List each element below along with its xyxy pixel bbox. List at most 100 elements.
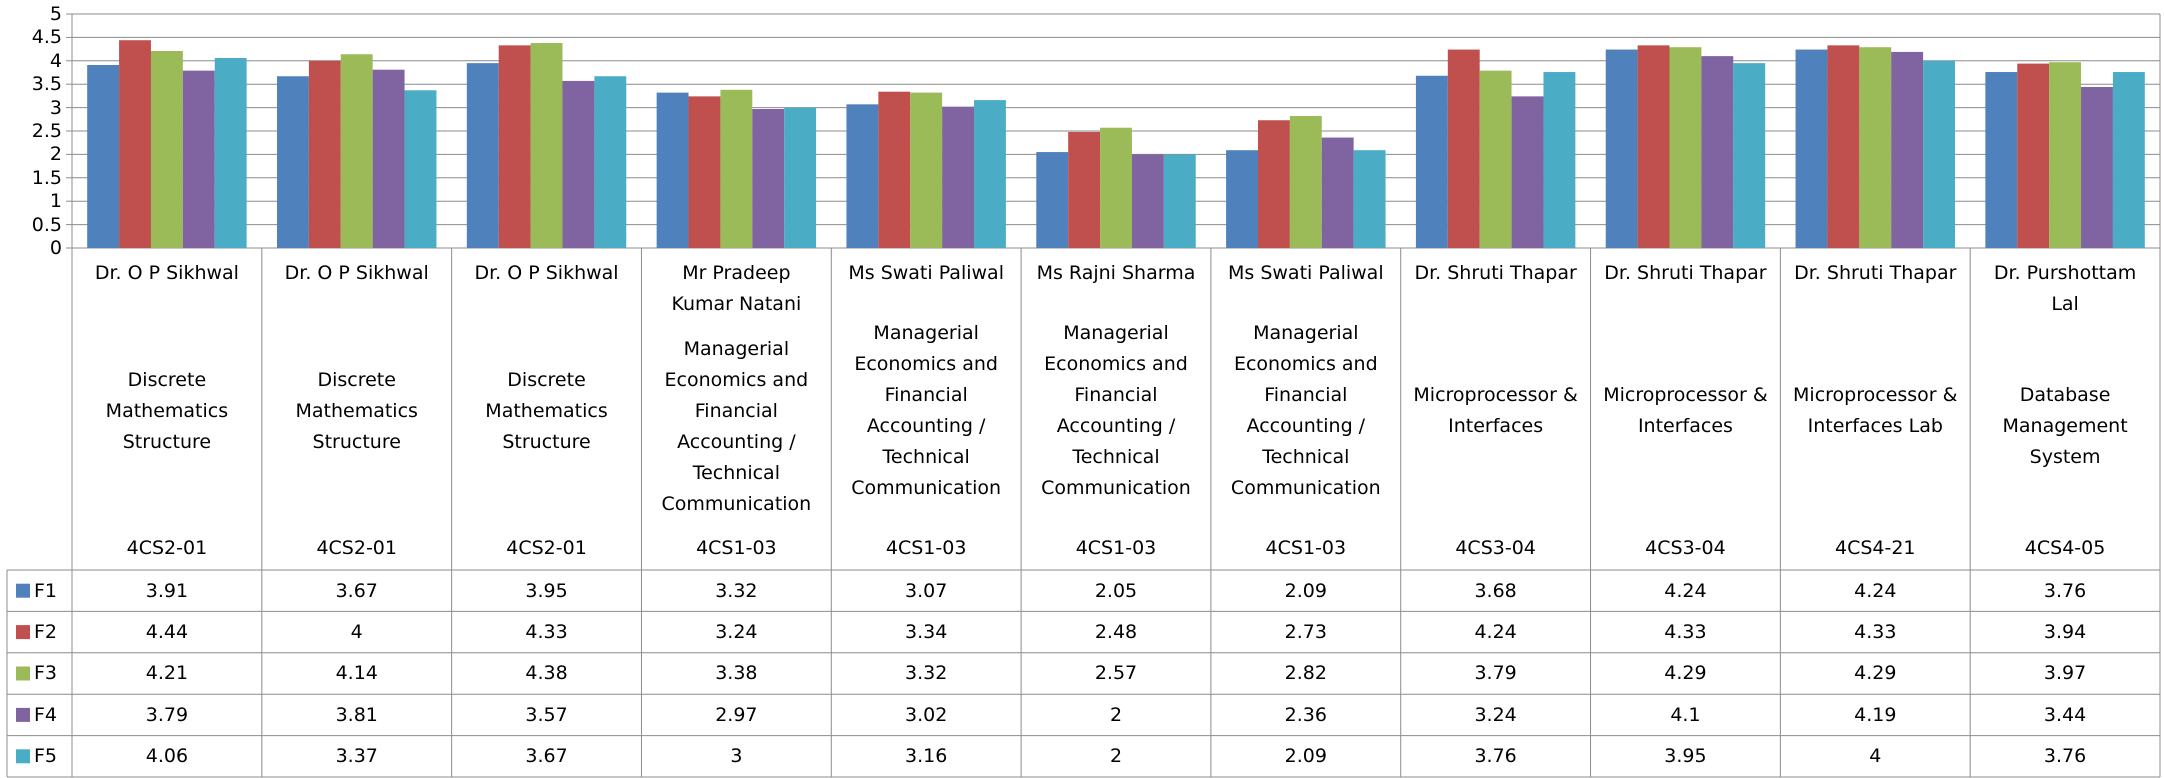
- bar: [1733, 63, 1766, 248]
- table-value: 3.67: [335, 579, 378, 602]
- code-label: 4CS3-04: [1455, 537, 1536, 559]
- table-value: 2.73: [1284, 621, 1327, 644]
- bar: [1447, 49, 1480, 249]
- table-value: 3.91: [145, 579, 189, 602]
- table-value: 3.67: [525, 745, 568, 768]
- bar: [119, 40, 151, 248]
- teacher-label: Dr. Shruti Thapar: [1414, 262, 1577, 284]
- bar: [404, 90, 437, 248]
- table-value: 4.33: [1854, 621, 1897, 644]
- table-value: 4.1: [1670, 703, 1701, 726]
- y-tick-label: 3: [49, 96, 62, 119]
- bar: [910, 92, 943, 249]
- legend-label: F4: [34, 703, 58, 726]
- bar: [1163, 154, 1196, 248]
- table-value: 3.76: [2043, 745, 2087, 768]
- subject-label: Microprocessor & Interfaces Lab: [1793, 384, 1958, 437]
- table-value: 2.57: [1094, 662, 1138, 685]
- table-value: 4: [350, 621, 363, 644]
- bar: [720, 89, 753, 248]
- subject-label: Discrete Mathematics Structure: [105, 368, 229, 453]
- teacher-label: Ms Swati Paliwal: [1228, 262, 1384, 284]
- code-label: 4CS1-03: [885, 537, 967, 559]
- bar: [498, 45, 531, 248]
- bar: [1226, 150, 1258, 248]
- table-value: 2: [1109, 745, 1123, 768]
- table-value: 3.68: [1474, 579, 1517, 602]
- code-label: 4CS2-01: [126, 537, 208, 559]
- bar: [752, 109, 785, 248]
- y-tick-label: 0.5: [31, 213, 62, 236]
- category-label: Dr. Shruti Thapar Microprocessor & Interf…: [1591, 248, 1781, 570]
- table-value: 4.24: [1664, 579, 1707, 602]
- legend-label: F1: [34, 579, 58, 602]
- bar: [214, 57, 247, 248]
- bar: [466, 63, 499, 248]
- subject-label: Discrete Mathematics Structure: [295, 368, 418, 453]
- bar: [1511, 96, 1544, 248]
- code-label: 4CS4-21: [1834, 537, 1916, 559]
- code-label: 4CS2-01: [316, 537, 397, 559]
- bar: [1605, 49, 1638, 249]
- table-value: 3.24: [1474, 703, 1517, 726]
- table-value: 4.06: [145, 745, 189, 768]
- table-value: 2.05: [1094, 579, 1138, 602]
- table-value: 3.97: [2043, 662, 2087, 685]
- bar: [942, 106, 975, 248]
- subject-label: Managerial Economics and Financial Accou…: [851, 322, 1002, 499]
- teacher-label: Dr. Shruti Thapar: [1604, 262, 1767, 284]
- bar: [1068, 131, 1101, 248]
- bar: [1543, 72, 1576, 248]
- bar: [688, 96, 721, 248]
- teacher-label: Ms Rajni Sharma: [1036, 262, 1196, 284]
- bar: [1036, 152, 1069, 248]
- teacher-label: Dr. O P Sikhwal: [94, 262, 239, 284]
- subject-label: Microprocessor & Interfaces: [1603, 384, 1768, 437]
- table-value: 4.21: [145, 662, 189, 685]
- bar: [1479, 70, 1512, 249]
- bar: [1131, 154, 1164, 248]
- bar: [562, 80, 595, 248]
- table-value: 3.16: [905, 745, 948, 768]
- legend-label: F2: [34, 621, 58, 644]
- y-tick-label: 4: [49, 49, 62, 72]
- table-value: 3.44: [2043, 703, 2087, 726]
- code-label: 4CS1-03: [1075, 537, 1157, 559]
- table-value: 2.09: [1284, 745, 1327, 768]
- bar: [1289, 116, 1322, 248]
- bar: [182, 70, 215, 249]
- bar: [1985, 72, 2018, 248]
- table-value: 4.24: [1474, 621, 1517, 644]
- legend-swatch: [16, 707, 30, 722]
- subject-label: Managerial Economics and Financial Accou…: [661, 337, 812, 515]
- code-label: 4CS1-03: [1265, 537, 1347, 559]
- bar: [1827, 45, 1860, 248]
- table-value: 3.02: [905, 703, 948, 726]
- table-value: 3.32: [905, 662, 948, 685]
- bar: [656, 92, 689, 249]
- table-value: 3.38: [715, 662, 758, 685]
- table-value: 2.36: [1284, 703, 1327, 726]
- table-value: 3.34: [905, 621, 948, 644]
- table-value: 3.32: [715, 579, 758, 602]
- category-label: Dr. O P Sikhwal Discrete Mathematics Stru…: [452, 248, 642, 570]
- y-tick-label: 5: [49, 3, 62, 25]
- category-label: Ms Rajni Sharma Managerial Economics and …: [1021, 248, 1211, 570]
- table-value: 4.19: [1854, 703, 1897, 726]
- table-value: 4.24: [1854, 579, 1897, 602]
- code-label: 4CS1-03: [696, 537, 777, 559]
- y-tick-label: 2: [49, 143, 62, 166]
- table-value: 3.37: [335, 745, 378, 768]
- subject-label: Managerial Economics and Financial Accou…: [1041, 322, 1191, 499]
- table-value: 2.97: [715, 703, 758, 726]
- code-label: 4CS2-01: [506, 537, 587, 559]
- teacher-label: Dr. O P Sikhwal: [284, 262, 429, 284]
- category-label: Dr. O P Sikhwal Discrete Mathematics Stru…: [72, 248, 262, 570]
- bar: [974, 100, 1006, 248]
- y-tick-label: 1.5: [31, 166, 62, 189]
- legend-swatch: [16, 625, 30, 640]
- bar: [1415, 75, 1448, 248]
- legend-swatch: [16, 583, 30, 598]
- y-tick-label: 0: [49, 237, 62, 259]
- table-value: 4: [1869, 745, 1882, 768]
